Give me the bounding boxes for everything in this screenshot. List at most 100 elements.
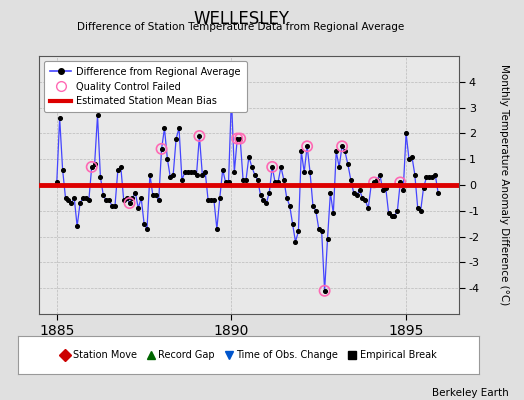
Point (419, 184, 428, 191)
Point (259, 197, 268, 204)
Point (280, 177, 288, 183)
Point (332, 148, 341, 155)
Point (160, 125, 169, 132)
Point (155, 197, 163, 204)
Point (297, 148, 305, 155)
Point (99, 192, 107, 198)
Point (91, 161, 99, 168)
Point (338, 143, 346, 150)
Point (291, 238, 300, 245)
Point (163, 156, 171, 162)
Point (402, 130, 410, 136)
Point (143, 226, 151, 232)
Point (355, 187, 364, 193)
Point (422, 174, 431, 180)
Point (187, 169, 195, 175)
Point (288, 220, 297, 227)
Point (183, 169, 192, 175)
Point (233, 135, 242, 142)
Point (137, 195, 145, 201)
Point (195, 133, 204, 139)
Point (411, 172, 419, 178)
Point (125, 200, 134, 206)
Point (236, 135, 244, 142)
Point (236, 135, 244, 142)
Point (245, 154, 253, 160)
Point (286, 202, 294, 209)
Point (105, 197, 113, 204)
Text: Difference of Station Temperature Data from Regional Average: Difference of Station Temperature Data f… (78, 22, 405, 32)
Point (338, 143, 346, 150)
Point (271, 179, 279, 186)
Point (123, 195, 131, 201)
Point (73, 223, 81, 230)
Point (303, 143, 311, 150)
Point (128, 195, 137, 201)
Point (387, 213, 396, 219)
Point (367, 182, 375, 188)
Point (428, 174, 436, 180)
Point (417, 208, 425, 214)
Point (413, 205, 422, 212)
Point (265, 190, 274, 196)
Point (219, 166, 227, 173)
Point (131, 190, 139, 196)
Point (76, 200, 84, 206)
Point (82, 195, 90, 201)
Point (114, 166, 122, 173)
Point (370, 179, 378, 186)
Point (175, 125, 183, 132)
Point (309, 202, 317, 209)
Point (396, 179, 405, 186)
Point (358, 195, 367, 201)
Point (373, 177, 381, 183)
Point (227, 94, 236, 100)
Point (204, 197, 212, 204)
Point (61, 195, 70, 201)
Point (396, 179, 405, 186)
Point (215, 195, 224, 201)
Point (146, 172, 154, 178)
Point (268, 164, 276, 170)
Point (341, 148, 349, 155)
Point (300, 169, 309, 175)
Point (282, 195, 291, 201)
Legend: Station Move, Record Gap, Time of Obs. Change, Empirical Break: Station Move, Record Gap, Time of Obs. C… (59, 347, 439, 363)
Point (294, 228, 302, 235)
Point (242, 177, 250, 183)
Point (222, 179, 230, 186)
Point (350, 190, 358, 196)
Point (210, 197, 218, 204)
Point (70, 195, 79, 201)
Y-axis label: Monthly Temperature Anomaly Difference (°C): Monthly Temperature Anomaly Difference (… (499, 64, 509, 306)
Point (58, 166, 67, 173)
Point (381, 184, 390, 191)
Point (125, 200, 134, 206)
Point (230, 169, 238, 175)
Point (239, 177, 247, 183)
Point (166, 174, 174, 180)
Point (370, 179, 378, 186)
Point (393, 208, 401, 214)
Point (233, 135, 242, 142)
Text: WELLESLEY: WELLESLEY (193, 10, 289, 28)
Point (88, 164, 96, 170)
Point (207, 197, 215, 204)
Point (111, 202, 119, 209)
Point (323, 236, 332, 242)
Point (268, 164, 276, 170)
Point (67, 200, 75, 206)
Point (326, 190, 335, 196)
Point (425, 174, 433, 180)
Point (96, 174, 105, 180)
Point (318, 228, 326, 235)
Point (79, 195, 87, 201)
Point (399, 187, 407, 193)
Point (189, 169, 198, 175)
Point (201, 169, 210, 175)
Point (320, 288, 329, 294)
Point (84, 197, 93, 204)
Point (254, 177, 262, 183)
Point (376, 172, 384, 178)
Point (64, 197, 73, 204)
